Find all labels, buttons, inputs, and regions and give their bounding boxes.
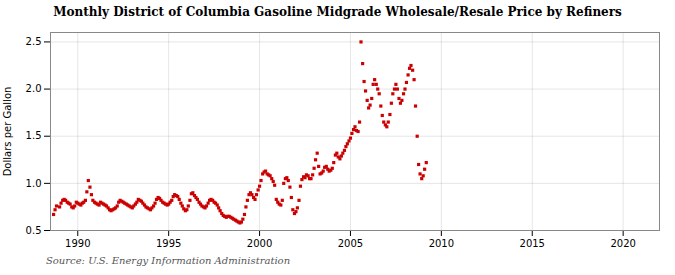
svg-text:1990: 1990: [65, 238, 90, 249]
svg-text:2005: 2005: [338, 238, 363, 249]
html-text:Monthly District of Columbia G: Monthly District of Columbia Gasoline Mi…: [53, 5, 622, 19]
svg-text:2.0: 2.0: [26, 83, 42, 94]
svg-text:1995: 1995: [156, 238, 181, 249]
svg-text:2010: 2010: [429, 238, 454, 249]
svg-text:2015: 2015: [520, 238, 545, 249]
svg-text:2000: 2000: [247, 238, 272, 249]
svg-text:1.0: 1.0: [26, 178, 42, 189]
svg-text:Dollars per Gallon: Dollars per Gallon: [2, 87, 13, 177]
svg-text:1.5: 1.5: [26, 130, 42, 141]
html-text:Source: U.S. Energy Informatio: Source: U.S. Energy Information Administ…: [46, 255, 291, 266]
svg-text:2.5: 2.5: [26, 36, 42, 47]
svg-text:2020: 2020: [610, 238, 635, 249]
svg-text:0.5: 0.5: [26, 225, 42, 236]
